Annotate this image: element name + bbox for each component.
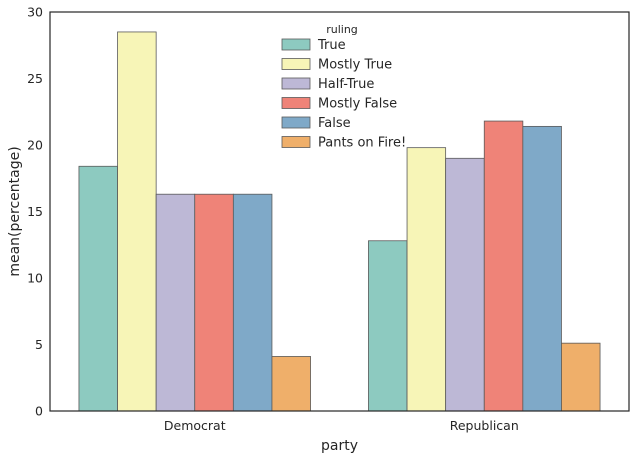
y-tick-label: 30 — [27, 5, 43, 20]
legend-swatch — [281, 116, 311, 129]
legend-swatch — [281, 38, 311, 51]
y-tick-label: 25 — [27, 71, 43, 86]
y-axis-ticks: 0 5 10 15 20 25 30 — [27, 5, 43, 419]
legend-label: Half-True — [318, 77, 374, 92]
legend-label: Mostly False — [318, 97, 397, 112]
bar-democrat-true — [78, 165, 118, 412]
bar-democrat-half-true — [155, 193, 196, 412]
legend-label: True — [317, 38, 346, 53]
bar-democrat-mostly-false — [194, 193, 234, 412]
bar-democrat-false — [232, 193, 273, 412]
bar-democrat-pants-on-fire — [271, 356, 311, 412]
bar-republican-true — [368, 240, 408, 412]
legend-swatch — [281, 77, 311, 90]
bar-republican-false — [522, 125, 562, 412]
y-tick-label: 10 — [27, 271, 43, 286]
bars-layer — [78, 31, 601, 412]
legend-label: Pants on Fire! — [318, 136, 406, 151]
bar-democrat-mostly-true — [117, 31, 157, 412]
legend-title: ruling — [326, 23, 358, 36]
y-axis-label: mean(percentage) — [7, 146, 23, 276]
y-tick-label: 15 — [27, 204, 43, 219]
legend-swatch — [281, 97, 311, 109]
y-tick-label: 0 — [35, 404, 43, 419]
plot-frame — [49, 11, 630, 412]
x-tick-label: Republican — [450, 418, 519, 433]
x-tick-label: Democrat — [164, 418, 226, 433]
legend-label: False — [318, 116, 351, 131]
bar-republican-pants-on-fire — [561, 342, 601, 412]
y-tick-label: 5 — [35, 337, 43, 352]
bar-republican-mostly-false — [483, 120, 524, 412]
legend-label: Mostly True — [318, 58, 392, 73]
bar-republican-mostly-true — [406, 147, 447, 412]
legend-swatch — [281, 58, 311, 70]
y-tick-label: 20 — [27, 138, 43, 153]
legend-swatch — [281, 136, 311, 148]
bar-republican-half-true — [445, 157, 485, 412]
x-axis-label: party — [321, 438, 358, 454]
legend: ruling True Mostly True Half-True Mostly Fa… — [281, 23, 406, 151]
x-axis-ticks: Democrat Republican — [164, 418, 519, 433]
